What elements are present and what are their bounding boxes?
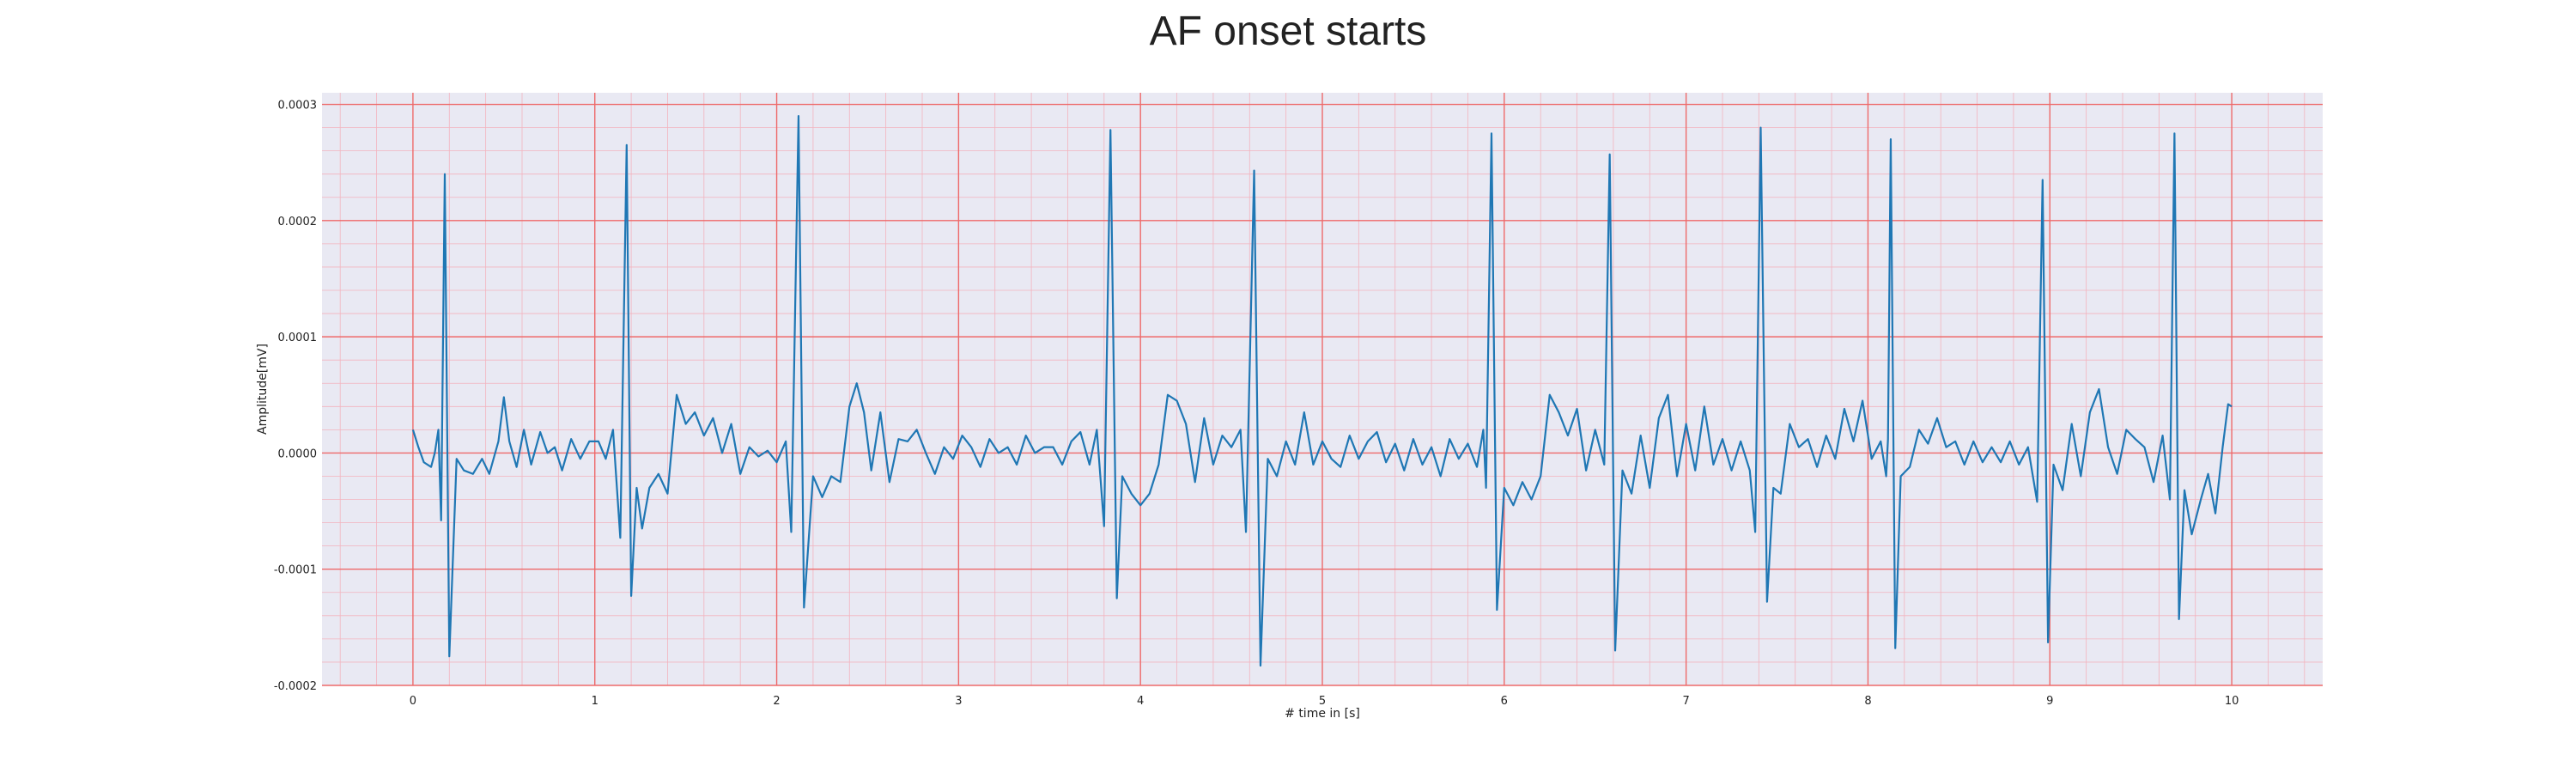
y-tick-label: -0.0002 [274,680,317,693]
y-tick-label: 0.0001 [278,332,318,344]
x-tick-label: 5 [1319,695,1326,708]
x-tick-label: 10 [2225,695,2239,708]
x-tick-label: 0 [410,695,416,708]
y-tick-label: 0.0000 [278,447,318,460]
y-tick-label: 0.0002 [278,216,318,228]
chart-title: AF onset starts [1150,9,1427,54]
x-tick-label: 6 [1501,695,1508,708]
x-tick-label: 9 [2046,695,2053,708]
x-tick-label: 8 [1864,695,1871,708]
x-tick-label: 2 [773,695,780,708]
y-tick-label: 0.0003 [278,100,318,113]
y-axis-label: Amplitude[mV] [256,344,270,435]
x-tick-label: 1 [592,695,598,708]
x-tick-label: 4 [1137,695,1144,708]
x-tick-label: 3 [955,695,962,708]
x-axis-label: # time in [s] [1285,707,1360,721]
x-tick-label: 7 [1682,695,1689,708]
y-tick-label: -0.0001 [274,564,317,577]
